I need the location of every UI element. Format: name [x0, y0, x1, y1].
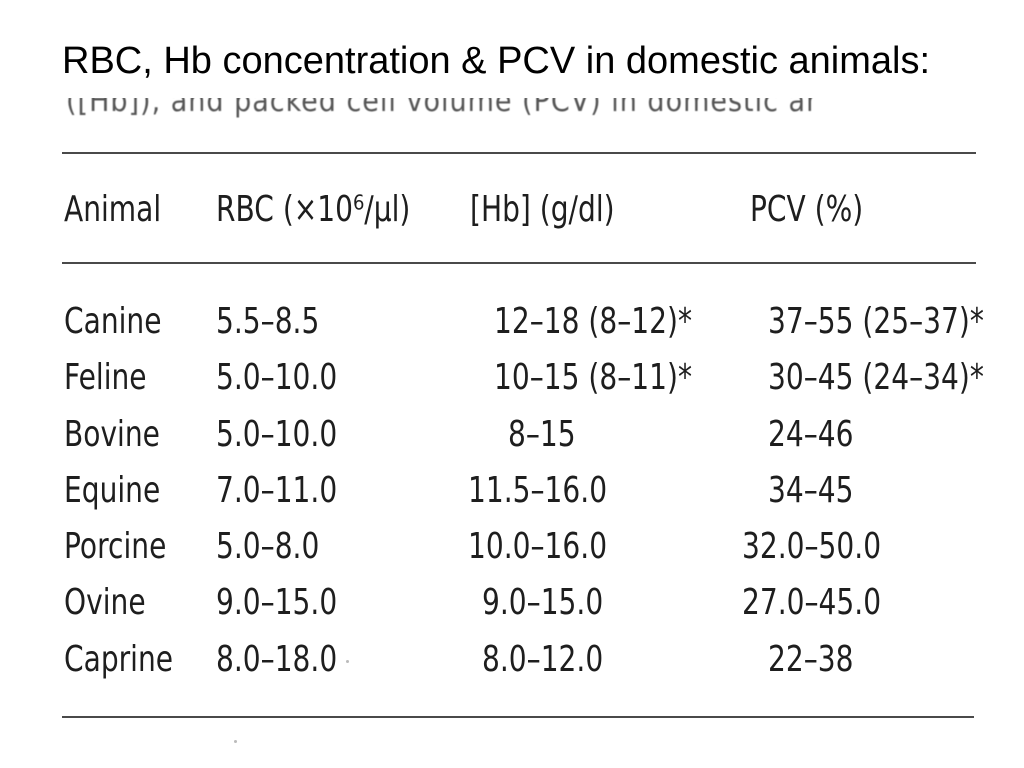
- row-canine-hb: 12–18 (8–12)*: [494, 301, 693, 342]
- row-equine-pcv: 34–45: [768, 470, 854, 511]
- header-animal: Animal: [64, 189, 162, 230]
- header-hb: [Hb] (g/dl): [470, 189, 615, 230]
- row-porcine-rbc: 5.0–8.0: [216, 526, 320, 567]
- blood-values-table: Animal RBC (×10⁶/µl) [Hb] (g/dl) PCV (%)…: [62, 140, 984, 743]
- table-bottom-rule: [62, 716, 974, 718]
- row-ovine-hb: 9.0–15.0: [482, 582, 604, 623]
- table-top-rule: [62, 152, 976, 154]
- scan-speck: [346, 660, 349, 663]
- header-rbc: RBC (×10⁶/µl): [216, 189, 411, 230]
- row-canine-animal: Canine: [64, 301, 162, 342]
- row-feline-rbc: 5.0–10.0: [216, 357, 338, 398]
- row-porcine-pcv: 32.0–50.0: [742, 526, 882, 567]
- row-equine-rbc: 7.0–11.0: [216, 470, 338, 511]
- row-canine-rbc: 5.5–8.5: [216, 301, 320, 342]
- row-feline-animal: Feline: [64, 357, 147, 398]
- row-caprine-rbc: 8.0–18.0: [216, 639, 338, 680]
- row-ovine-pcv: 27.0–45.0: [742, 582, 882, 623]
- scan-caption-text: ([Hb]), and packed cell volume (PCV) in …: [66, 98, 816, 119]
- row-feline-hb: 10–15 (8–11)*: [494, 357, 693, 398]
- row-bovine-animal: Bovine: [64, 414, 160, 455]
- row-caprine-animal: Caprine: [64, 639, 174, 680]
- header-pcv: PCV (%): [750, 189, 864, 230]
- row-equine-animal: Equine: [64, 470, 161, 511]
- row-porcine-hb: 10.0–16.0: [468, 526, 608, 567]
- scan-caption-fragment: ([Hb]), and packed cell volume (PCV) in …: [66, 98, 816, 120]
- row-feline-pcv: 30–45 (24–34)*: [768, 357, 984, 398]
- row-bovine-rbc: 5.0–10.0: [216, 414, 338, 455]
- slide-title: RBC, Hb concentration & PCV in domestic …: [62, 40, 931, 82]
- row-porcine-animal: Porcine: [64, 526, 167, 567]
- table-header-rule: [62, 262, 976, 264]
- row-ovine-rbc: 9.0–15.0: [216, 582, 338, 623]
- row-caprine-pcv: 22–38: [768, 639, 854, 680]
- row-bovine-hb: 8–15: [508, 414, 576, 455]
- row-ovine-animal: Ovine: [64, 582, 146, 623]
- scan-speck: [234, 740, 237, 743]
- row-caprine-hb: 8.0–12.0: [482, 639, 604, 680]
- row-canine-pcv: 37–55 (25–37)*: [768, 301, 984, 342]
- row-bovine-pcv: 24–46: [768, 414, 854, 455]
- row-equine-hb: 11.5–16.0: [468, 470, 608, 511]
